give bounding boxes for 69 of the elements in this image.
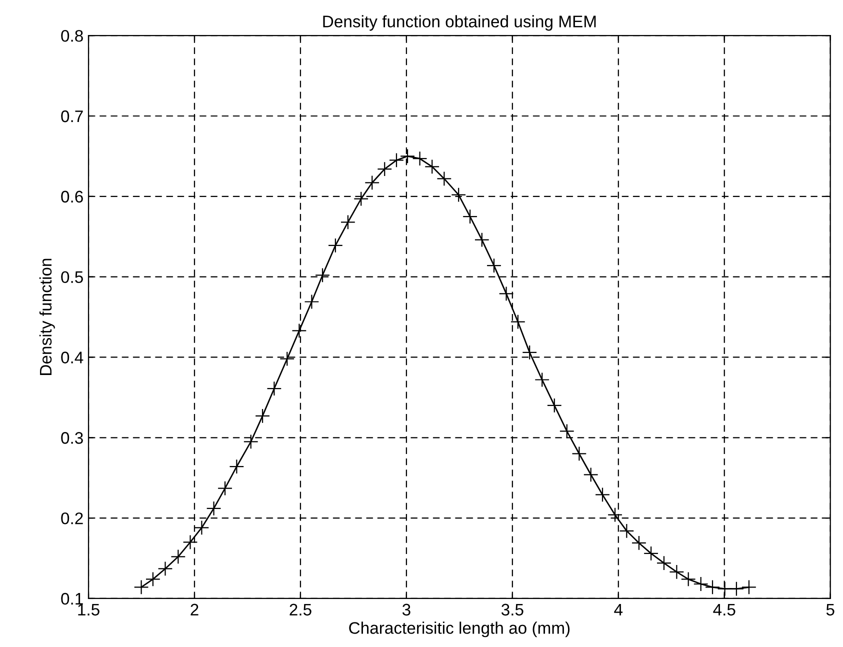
point xyxy=(608,507,623,522)
point xyxy=(170,549,186,564)
point xyxy=(328,238,343,253)
point xyxy=(292,323,307,338)
point xyxy=(680,572,696,587)
y-tick-label: 0.7 xyxy=(61,110,83,122)
point xyxy=(595,487,610,502)
point xyxy=(412,151,428,166)
x-tick-label: 2.5 xyxy=(290,604,312,616)
point xyxy=(559,424,574,439)
x-tick-label: 2 xyxy=(190,604,198,616)
point xyxy=(388,152,404,168)
point xyxy=(243,434,258,450)
y-tick-label: 0.1 xyxy=(61,592,83,605)
point xyxy=(266,381,282,396)
point xyxy=(315,268,330,283)
x-tick-label: 3.5 xyxy=(501,604,524,616)
point xyxy=(619,523,634,538)
point xyxy=(546,398,562,413)
point xyxy=(145,572,160,587)
point xyxy=(583,467,598,482)
y-tick-label: 0.2 xyxy=(61,512,83,524)
point xyxy=(693,576,708,592)
y-tick-label: 0.5 xyxy=(61,271,83,284)
point xyxy=(486,258,502,274)
point xyxy=(134,580,149,595)
point xyxy=(255,408,270,424)
point xyxy=(728,581,744,596)
point xyxy=(462,209,478,224)
y-axis-title: Density function xyxy=(39,258,55,375)
point xyxy=(364,175,380,190)
point xyxy=(424,159,440,174)
point xyxy=(644,546,659,561)
x-tick-label: 4 xyxy=(614,604,623,616)
point xyxy=(498,286,514,302)
y-tick-label: 0.6 xyxy=(61,190,83,203)
x-tick-label: 3 xyxy=(402,604,410,616)
point xyxy=(377,162,392,177)
point xyxy=(669,564,684,580)
point xyxy=(158,561,173,576)
point xyxy=(340,214,356,230)
point xyxy=(510,314,526,330)
x-axis-title: Characterisitic length ao (mm) xyxy=(349,622,570,638)
point xyxy=(534,372,550,388)
point xyxy=(229,459,244,474)
point xyxy=(436,171,452,186)
point xyxy=(451,187,466,202)
x-tick-label: 1.5 xyxy=(78,604,100,616)
point xyxy=(474,232,490,248)
point xyxy=(522,344,538,360)
point xyxy=(182,534,198,550)
point xyxy=(631,535,646,550)
point xyxy=(705,580,720,595)
point xyxy=(656,556,672,571)
point xyxy=(280,351,295,366)
point xyxy=(741,580,756,595)
point xyxy=(218,480,233,496)
y-tick-label: 0.8 xyxy=(61,30,83,42)
point xyxy=(400,148,416,164)
x-tick-label: 4.5 xyxy=(713,604,736,616)
point xyxy=(304,294,320,310)
point xyxy=(572,446,587,462)
y-tick-label: 0.3 xyxy=(61,432,83,444)
y-tick-label: 0.4 xyxy=(61,352,84,364)
chart-title: Density function obtained using MEM xyxy=(323,15,596,31)
point xyxy=(194,520,210,536)
x-tick-label: 5 xyxy=(826,604,834,616)
point xyxy=(206,500,222,516)
point xyxy=(354,191,369,206)
